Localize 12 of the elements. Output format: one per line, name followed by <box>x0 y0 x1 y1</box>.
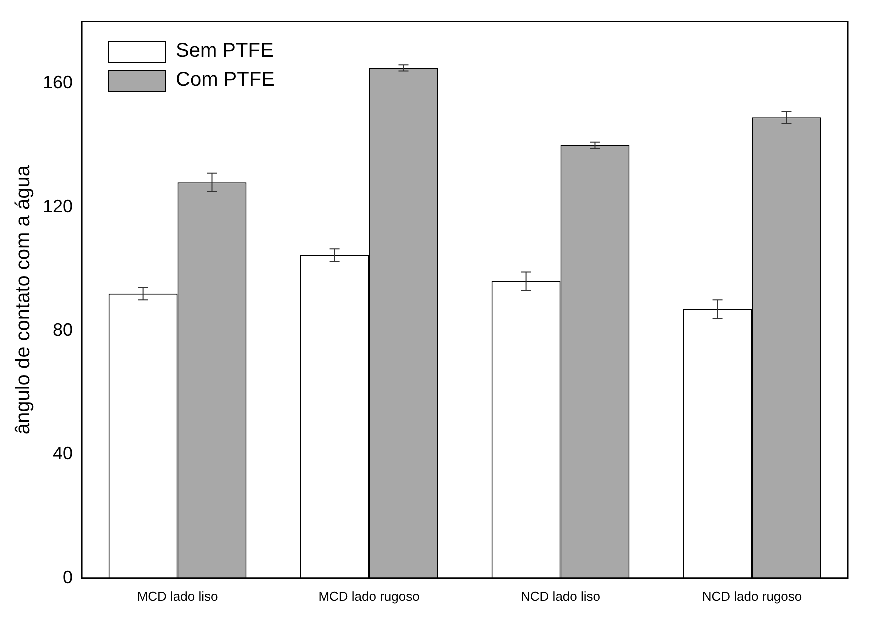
y-tick-label: 160 <box>42 72 74 93</box>
y-tick-label: 80 <box>53 320 74 340</box>
y-tick-label: 0 <box>63 567 74 588</box>
y-tick-label: 120 <box>42 196 74 216</box>
y-axis-title: ângulo de contato com a água <box>12 164 35 435</box>
x-tick-label: NCD lado liso <box>521 588 601 604</box>
y-tick-label: 40 <box>53 444 74 464</box>
legend-label: Com PTFE <box>176 69 275 92</box>
x-tick-label: MCD lado rugoso <box>318 588 420 604</box>
x-tick-label: MCD lado liso <box>137 588 218 604</box>
x-tick-label: NCD lado rugoso <box>702 588 802 604</box>
text: Sem PTFE <box>176 40 274 63</box>
